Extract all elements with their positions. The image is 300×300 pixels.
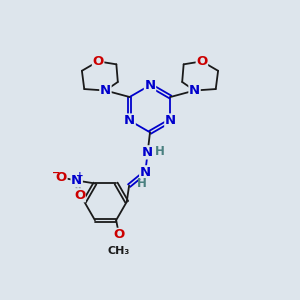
Text: O: O: [113, 228, 125, 242]
Text: N: N: [71, 174, 82, 187]
Text: N: N: [140, 166, 151, 179]
Text: O: O: [196, 55, 208, 68]
Text: H: H: [137, 177, 147, 190]
Text: O: O: [74, 189, 85, 202]
Text: O: O: [56, 171, 67, 184]
Text: O: O: [92, 55, 104, 68]
Text: N: N: [142, 146, 153, 159]
Text: CH₃: CH₃: [108, 246, 130, 256]
Text: H: H: [155, 145, 165, 158]
Text: N: N: [189, 84, 200, 97]
Text: N: N: [144, 79, 156, 92]
Text: N: N: [124, 114, 135, 127]
Text: N: N: [165, 114, 176, 127]
Text: +: +: [76, 171, 84, 180]
Text: N: N: [100, 84, 111, 97]
Text: −: −: [52, 168, 60, 178]
